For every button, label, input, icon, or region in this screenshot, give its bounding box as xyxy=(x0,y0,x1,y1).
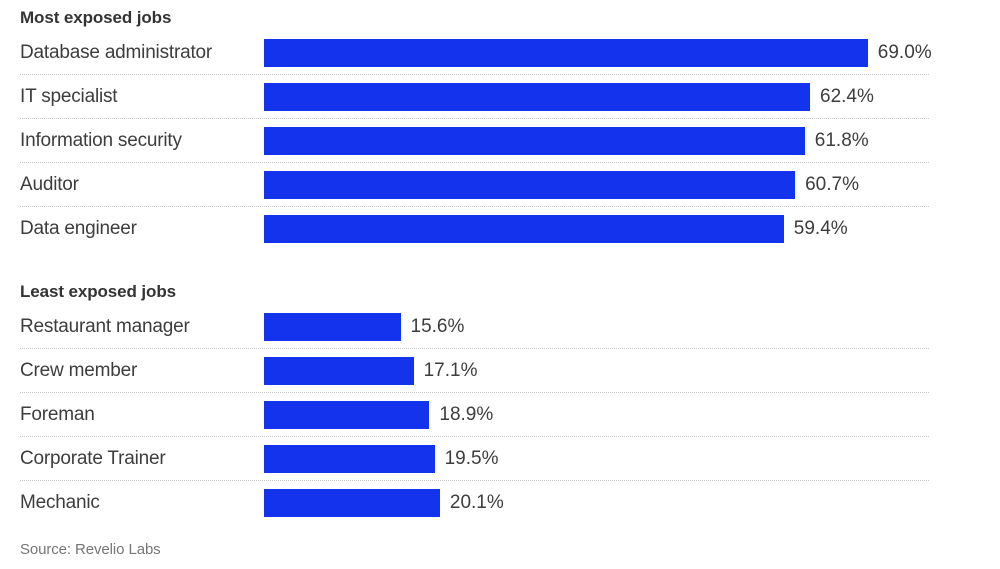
job-label: Auditor xyxy=(20,173,79,195)
value-label: 20.1% xyxy=(449,492,504,513)
section-title: Least exposed jobs xyxy=(20,282,176,301)
bar xyxy=(264,400,430,429)
bar xyxy=(264,215,784,243)
value-label: 61.8% xyxy=(814,129,869,151)
job-label: Information security xyxy=(20,129,182,151)
bar-row: Restaurant manager 15.6% xyxy=(20,305,929,349)
value-label: 60.7% xyxy=(805,173,859,195)
job-label: Corporate Trainer xyxy=(20,447,166,469)
job-label: Mechanic xyxy=(20,492,100,513)
value-label: 69.0% xyxy=(877,41,932,63)
bar-row: Mechanic 20.1% xyxy=(20,481,929,525)
job-label: Data engineer xyxy=(20,218,137,239)
job-label: Database administrator xyxy=(20,41,213,63)
job-label: IT specialist xyxy=(20,85,118,107)
bar xyxy=(264,126,805,155)
bar xyxy=(264,170,796,199)
job-label: Crew member xyxy=(20,359,138,381)
bar-row: Corporate Trainer 19.5% xyxy=(20,437,929,481)
bar-row: IT specialist 62.4% xyxy=(20,75,929,119)
value-label: 17.1% xyxy=(423,359,478,381)
bar xyxy=(264,444,435,473)
bar-row: Information security 61.8% xyxy=(20,119,929,163)
bar-row: Foreman 18.9% xyxy=(20,393,929,437)
value-label: 18.9% xyxy=(439,403,494,425)
value-label: 15.6% xyxy=(410,315,465,337)
bar xyxy=(264,312,401,341)
bar-chart: Most exposed jobs Database administrator 6… xyxy=(20,8,980,525)
value-label: 62.4% xyxy=(820,85,874,107)
bar xyxy=(264,38,868,67)
bar xyxy=(264,489,440,517)
bar-row: Database administrator 69.0% xyxy=(20,31,932,75)
bar xyxy=(264,82,810,111)
source-note: Source: Revelio Labs xyxy=(20,541,161,558)
bar-row: Auditor 60.7% xyxy=(20,163,929,207)
bar-row: Data engineer 59.4% xyxy=(20,207,929,251)
value-label: 59.4% xyxy=(793,218,848,239)
bar xyxy=(264,356,414,385)
value-label: 19.5% xyxy=(444,447,499,469)
chart-section: Least exposed jobs Restaurant manager 15.6… xyxy=(20,282,929,525)
chart-section: Most exposed jobs Database administrator 6… xyxy=(20,8,932,251)
chart-container: Most exposed jobs Database administrator 6… xyxy=(20,8,980,558)
section-title: Most exposed jobs xyxy=(20,8,172,27)
bar-row: Crew member 17.1% xyxy=(20,349,929,393)
job-label: Foreman xyxy=(20,403,95,425)
job-label: Restaurant manager xyxy=(20,315,190,337)
